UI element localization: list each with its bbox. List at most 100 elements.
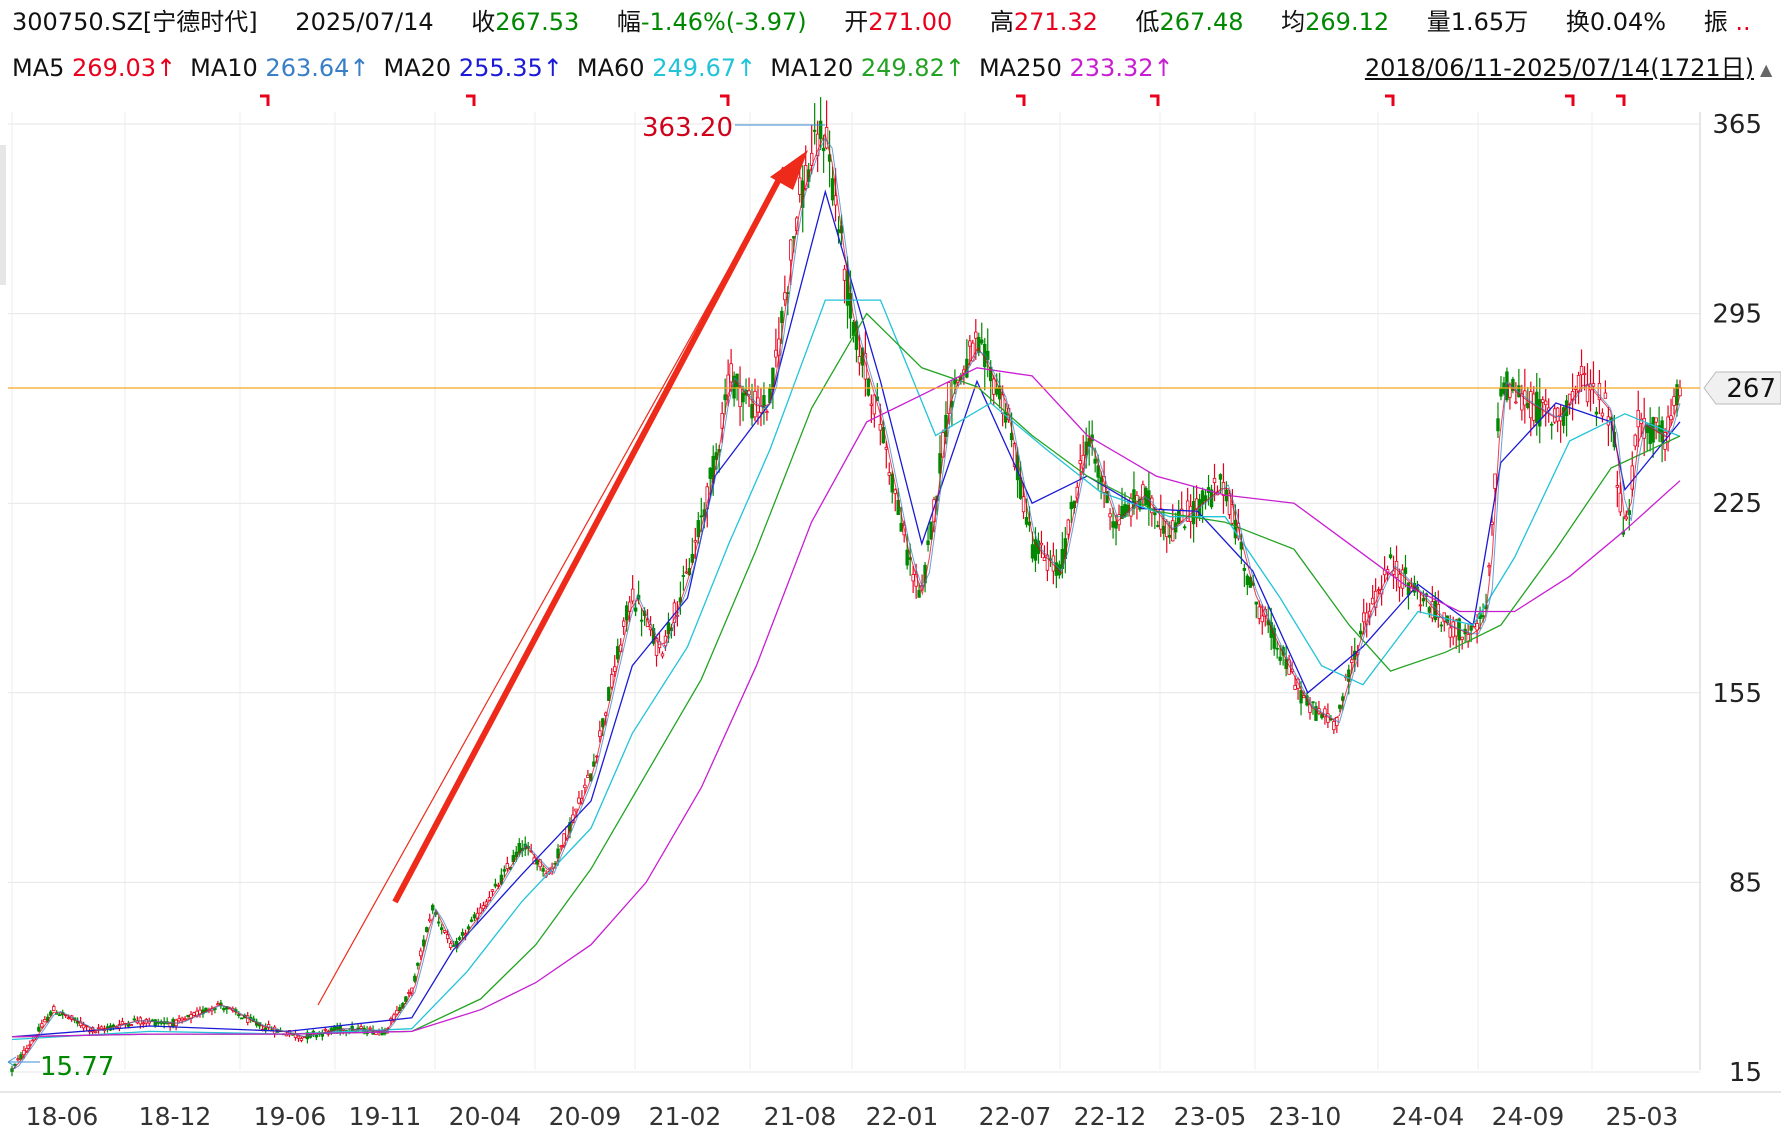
candle-body: [818, 120, 823, 140]
event-marker: [1150, 94, 1160, 106]
turnover-value: 0.04%: [1589, 8, 1667, 36]
date-range-label[interactable]: 2018/06/11-2025/07/14(1721日): [1364, 54, 1754, 82]
candle-body: [329, 1028, 333, 1032]
candle-body: [1233, 519, 1238, 539]
candle-body: [13, 1063, 17, 1066]
candle-body: [1045, 554, 1050, 571]
left-panel-tab[interactable]: [0, 145, 6, 285]
candle-body: [472, 914, 477, 919]
candle-body: [428, 918, 432, 922]
candle-body: [798, 177, 802, 195]
x-tick-label: 23-10: [1269, 1102, 1342, 1131]
y-tick-label: 225: [1712, 489, 1762, 519]
candle-body: [938, 453, 942, 474]
candle-body: [1150, 497, 1154, 514]
x-tick-label: 18-06: [26, 1102, 99, 1131]
candle-body: [1421, 598, 1426, 602]
candle-body: [1544, 400, 1548, 406]
candle-body: [1260, 615, 1264, 623]
x-tick-label: 24-04: [1392, 1102, 1465, 1131]
candle-body: [1257, 606, 1261, 619]
candle-body: [884, 446, 888, 450]
trend-arrow-thin: [317, 167, 786, 1006]
candle-body: [1168, 534, 1172, 538]
candle-body: [878, 423, 883, 431]
candle-body: [968, 340, 972, 347]
candle-body: [177, 1018, 181, 1022]
candle-body: [1003, 411, 1008, 423]
candle-body: [96, 1027, 101, 1030]
ma-line-ma10: [11, 137, 1681, 1071]
candle-body: [1203, 495, 1208, 502]
ma-legend-value: 249.82↑: [860, 54, 965, 82]
candle-body: [237, 1014, 241, 1016]
volume-value: 1.65万: [1450, 8, 1529, 36]
candle-body: [723, 394, 727, 401]
y-tick-label: 155: [1712, 679, 1762, 709]
candle-body: [699, 515, 703, 518]
candle-body: [1493, 473, 1497, 489]
x-tick-label: 22-07: [979, 1102, 1052, 1131]
change-label: 幅: [616, 8, 641, 36]
candle-body: [1236, 522, 1241, 539]
ma-legend: MA5 269.03↑ MA10 263.64↑ MA20 255.35↑ MA60 …: [12, 52, 1174, 84]
candle-body: [1418, 604, 1423, 607]
candle-body: [1529, 391, 1533, 419]
event-marker: [720, 94, 730, 106]
candle-body: [186, 1014, 190, 1017]
candle-body: [99, 1026, 104, 1030]
candle-body: [586, 774, 590, 778]
x-tick-label: 22-12: [1074, 1102, 1147, 1131]
candle-body: [439, 927, 444, 931]
candle-body: [1084, 441, 1088, 456]
avg-label: 均: [1281, 8, 1306, 36]
low-label: 低: [1135, 8, 1160, 36]
ma-line-ma60: [11, 299, 1681, 1041]
event-marker: [1016, 94, 1026, 106]
candle-body: [1633, 434, 1637, 447]
candle-body: [368, 1027, 372, 1030]
turnover-label: 换: [1565, 8, 1590, 36]
candle-body: [693, 540, 698, 543]
candle-body: [153, 1019, 157, 1026]
high-value: 271.32: [1013, 8, 1098, 36]
scroll-up-icon[interactable]: ▲: [1760, 60, 1773, 79]
candle-body: [299, 1038, 304, 1041]
candle-body: [1042, 557, 1047, 562]
candle-body: [1162, 525, 1166, 534]
candle-body: [574, 808, 578, 812]
ma-legend-value: 269.03↑: [72, 54, 177, 82]
candle-body: [132, 1018, 137, 1021]
avg-value: 269.12: [1305, 8, 1390, 36]
candle-body: [1582, 373, 1587, 375]
x-tick-label: 21-08: [764, 1102, 837, 1131]
candle-body: [1439, 624, 1443, 627]
candle-body: [1218, 474, 1223, 480]
ma-line-ma250: [11, 367, 1681, 1038]
candle-body: [992, 378, 996, 395]
candle-body: [1069, 501, 1073, 510]
candle-body: [1212, 477, 1217, 483]
candle-body: [490, 889, 495, 892]
ma-legend-name: MA10: [190, 54, 266, 82]
candle-body: [431, 904, 435, 911]
ma-legend-value: 233.32↑: [1069, 54, 1174, 82]
candle-body: [359, 1026, 363, 1029]
y-tick-label: 85: [1729, 868, 1762, 898]
candle-body: [1597, 383, 1602, 401]
high-label: 高: [989, 8, 1014, 36]
candle-body: [616, 646, 620, 660]
candle-body: [40, 1023, 44, 1028]
candle-body: [1406, 582, 1411, 596]
candle-body: [1532, 393, 1536, 421]
ma-legend-name: MA20: [383, 54, 459, 82]
ma-legend-name: MA60: [576, 54, 653, 82]
x-tick-label: 24-09: [1492, 1102, 1565, 1131]
open-value: 271.00: [868, 8, 953, 36]
candle-body: [1200, 490, 1205, 505]
candle-body: [1451, 621, 1455, 638]
stock-code: 300750.SZ[宁德时代]: [12, 8, 258, 36]
min-pointer-arrow: [7, 1056, 17, 1068]
candle-body: [610, 674, 614, 688]
